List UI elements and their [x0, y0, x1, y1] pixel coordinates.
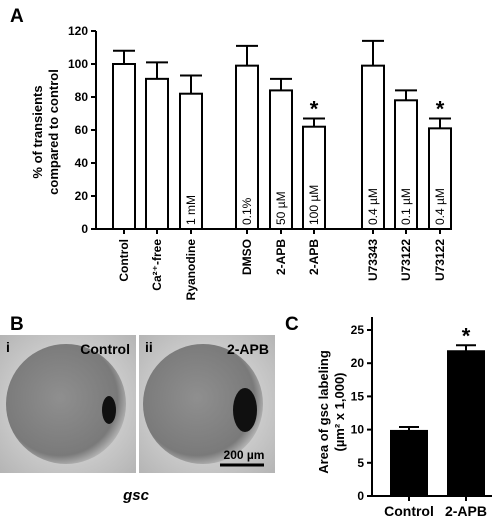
- chart-a-category-label: DMSO: [240, 239, 254, 275]
- chart-a-bar-label: 100 µM: [307, 185, 321, 225]
- chart-a-bar-label: 0.1%: [240, 197, 254, 225]
- panel-label-a: A: [10, 6, 24, 27]
- chart-a-ytick-label: 40: [75, 156, 89, 170]
- chart-a-bar-label: 0.1 µM: [399, 188, 413, 225]
- chart-a-significance-marker: *: [310, 96, 319, 121]
- scale-bar-label: 200 µm: [224, 448, 265, 462]
- control-gsc-staining: [102, 396, 116, 424]
- chart-c: Area of gsc labeling (µm² x 1,000) 0 5 10 1…: [316, 317, 492, 519]
- chart-c-significance-marker: *: [462, 323, 471, 348]
- chart-a-category-label: U73122: [399, 239, 413, 281]
- chart-a: % of transients compared to control 0 20 4…: [30, 24, 452, 301]
- chart-a-category-label: Control: [117, 239, 131, 282]
- chart-a-bar: [145, 77, 169, 230]
- chart-c-ytick-label: 15: [351, 389, 365, 403]
- chart-c-ytick-label: 25: [351, 323, 365, 337]
- chart-c-bar: [390, 429, 428, 498]
- chart-a-ytick-label: 100: [68, 57, 88, 71]
- chart-a-ytick-label: 120: [68, 24, 88, 38]
- chart-a-bar: [112, 63, 136, 230]
- panel-label-c: C: [285, 314, 299, 335]
- chart-a-ylabel-line1: % of transients: [30, 85, 45, 178]
- panel-label-b: B: [10, 314, 24, 335]
- chart-a-category-label: Ryanodine: [184, 239, 198, 301]
- chart-a-bar-label: 1 mM: [184, 195, 198, 225]
- chart-c-ytick-label: 5: [357, 456, 364, 470]
- chart-a-ylabel-line2: compared to control: [46, 69, 61, 195]
- chart-c-category-label: Control: [384, 503, 434, 519]
- chart-a-category-label: U73122: [433, 239, 447, 281]
- chart-c-ylabel-line1: Area of gsc labeling: [316, 350, 331, 474]
- images-caption: gsc: [122, 487, 150, 504]
- apb-image-index: ii: [145, 339, 153, 355]
- chart-c-ytick-label: 20: [351, 356, 365, 370]
- chart-c-ylabel-line2: (µm² x 1,000): [332, 372, 347, 451]
- chart-a-ytick-label: 80: [75, 90, 89, 104]
- chart-a-significance-marker: *: [436, 96, 445, 121]
- control-embryo: [6, 344, 126, 464]
- chart-a-ytick-label: 0: [81, 222, 88, 236]
- chart-a-category-label: 2-APB: [274, 239, 288, 275]
- chart-a-bar-label: 50 µM: [274, 191, 288, 225]
- chart-c-ytick-label: 10: [351, 423, 365, 437]
- chart-c-bar: [447, 350, 485, 497]
- control-image-index: i: [6, 339, 10, 355]
- chart-a-bar-label: 0.4 µM: [433, 188, 447, 225]
- chart-a-category-label: 2-APB: [307, 239, 321, 275]
- chart-a-ytick-label: 60: [75, 123, 89, 137]
- apb-image-label: 2-APB: [227, 341, 269, 357]
- chart-a-bar-label: 0.4 µM: [366, 188, 380, 225]
- control-image-label: Control: [80, 341, 130, 357]
- chart-c-ytick-label: 0: [357, 489, 364, 503]
- chart-c-category-label: 2-APB: [445, 503, 487, 519]
- chart-a-category-label: U73343: [366, 239, 380, 281]
- apb-embryo: [143, 344, 263, 464]
- chart-a-category-label: Ca²⁺-free: [150, 239, 164, 291]
- embryo-images: i Control ii 2-APB 200 µm gsc: [0, 335, 275, 504]
- apb-gsc-staining: [233, 388, 257, 432]
- chart-a-ytick-label: 20: [75, 189, 89, 203]
